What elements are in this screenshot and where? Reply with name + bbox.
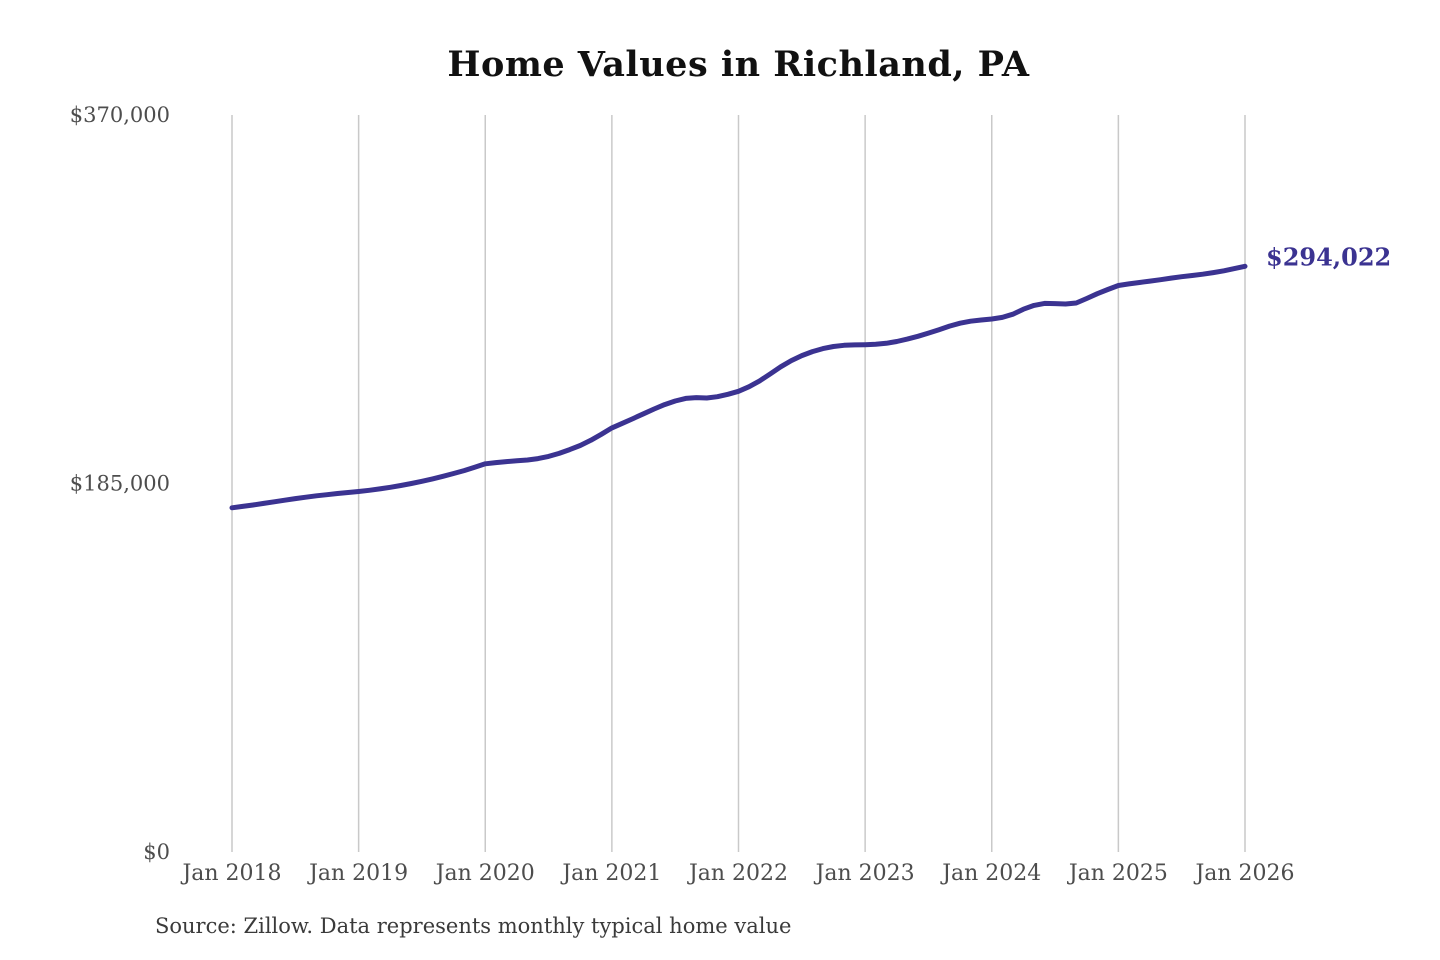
home-value-line xyxy=(229,263,1248,511)
y-tick-label: $185,000 xyxy=(70,472,170,496)
y-tick-label: $0 xyxy=(143,840,170,864)
x-tick-label: Jan 2024 xyxy=(940,861,1041,886)
home-value-line-series xyxy=(229,263,1248,511)
x-tick-label: Jan 2020 xyxy=(434,861,535,886)
x-axis-tick-labels: Jan 2018 Jan 2019 Jan 2020 Jan 2021 Jan 2022… xyxy=(180,861,1294,886)
x-tick-label: Jan 2019 xyxy=(307,861,408,886)
x-tick-label: Jan 2022 xyxy=(687,861,788,886)
end-value-label: $294,022 xyxy=(1266,242,1391,271)
source-note: Source: Zillow. Data represents monthly … xyxy=(155,914,792,938)
y-axis-tick-labels: $0 $185,000 $370,000 xyxy=(70,103,170,864)
chart-title: Home Values in Richland, PA xyxy=(447,44,1030,85)
x-tick-label: Jan 2021 xyxy=(560,861,661,886)
y-tick-label: $370,000 xyxy=(70,103,170,127)
x-tick-label: Jan 2025 xyxy=(1067,861,1168,886)
end-value-annotation: $294,022 xyxy=(1266,242,1391,271)
x-tick-label: Jan 2023 xyxy=(814,861,915,886)
x-tick-label: Jan 2026 xyxy=(1193,861,1294,886)
x-tick-label: Jan 2018 xyxy=(180,861,281,886)
vertical-gridlines xyxy=(231,115,1246,852)
